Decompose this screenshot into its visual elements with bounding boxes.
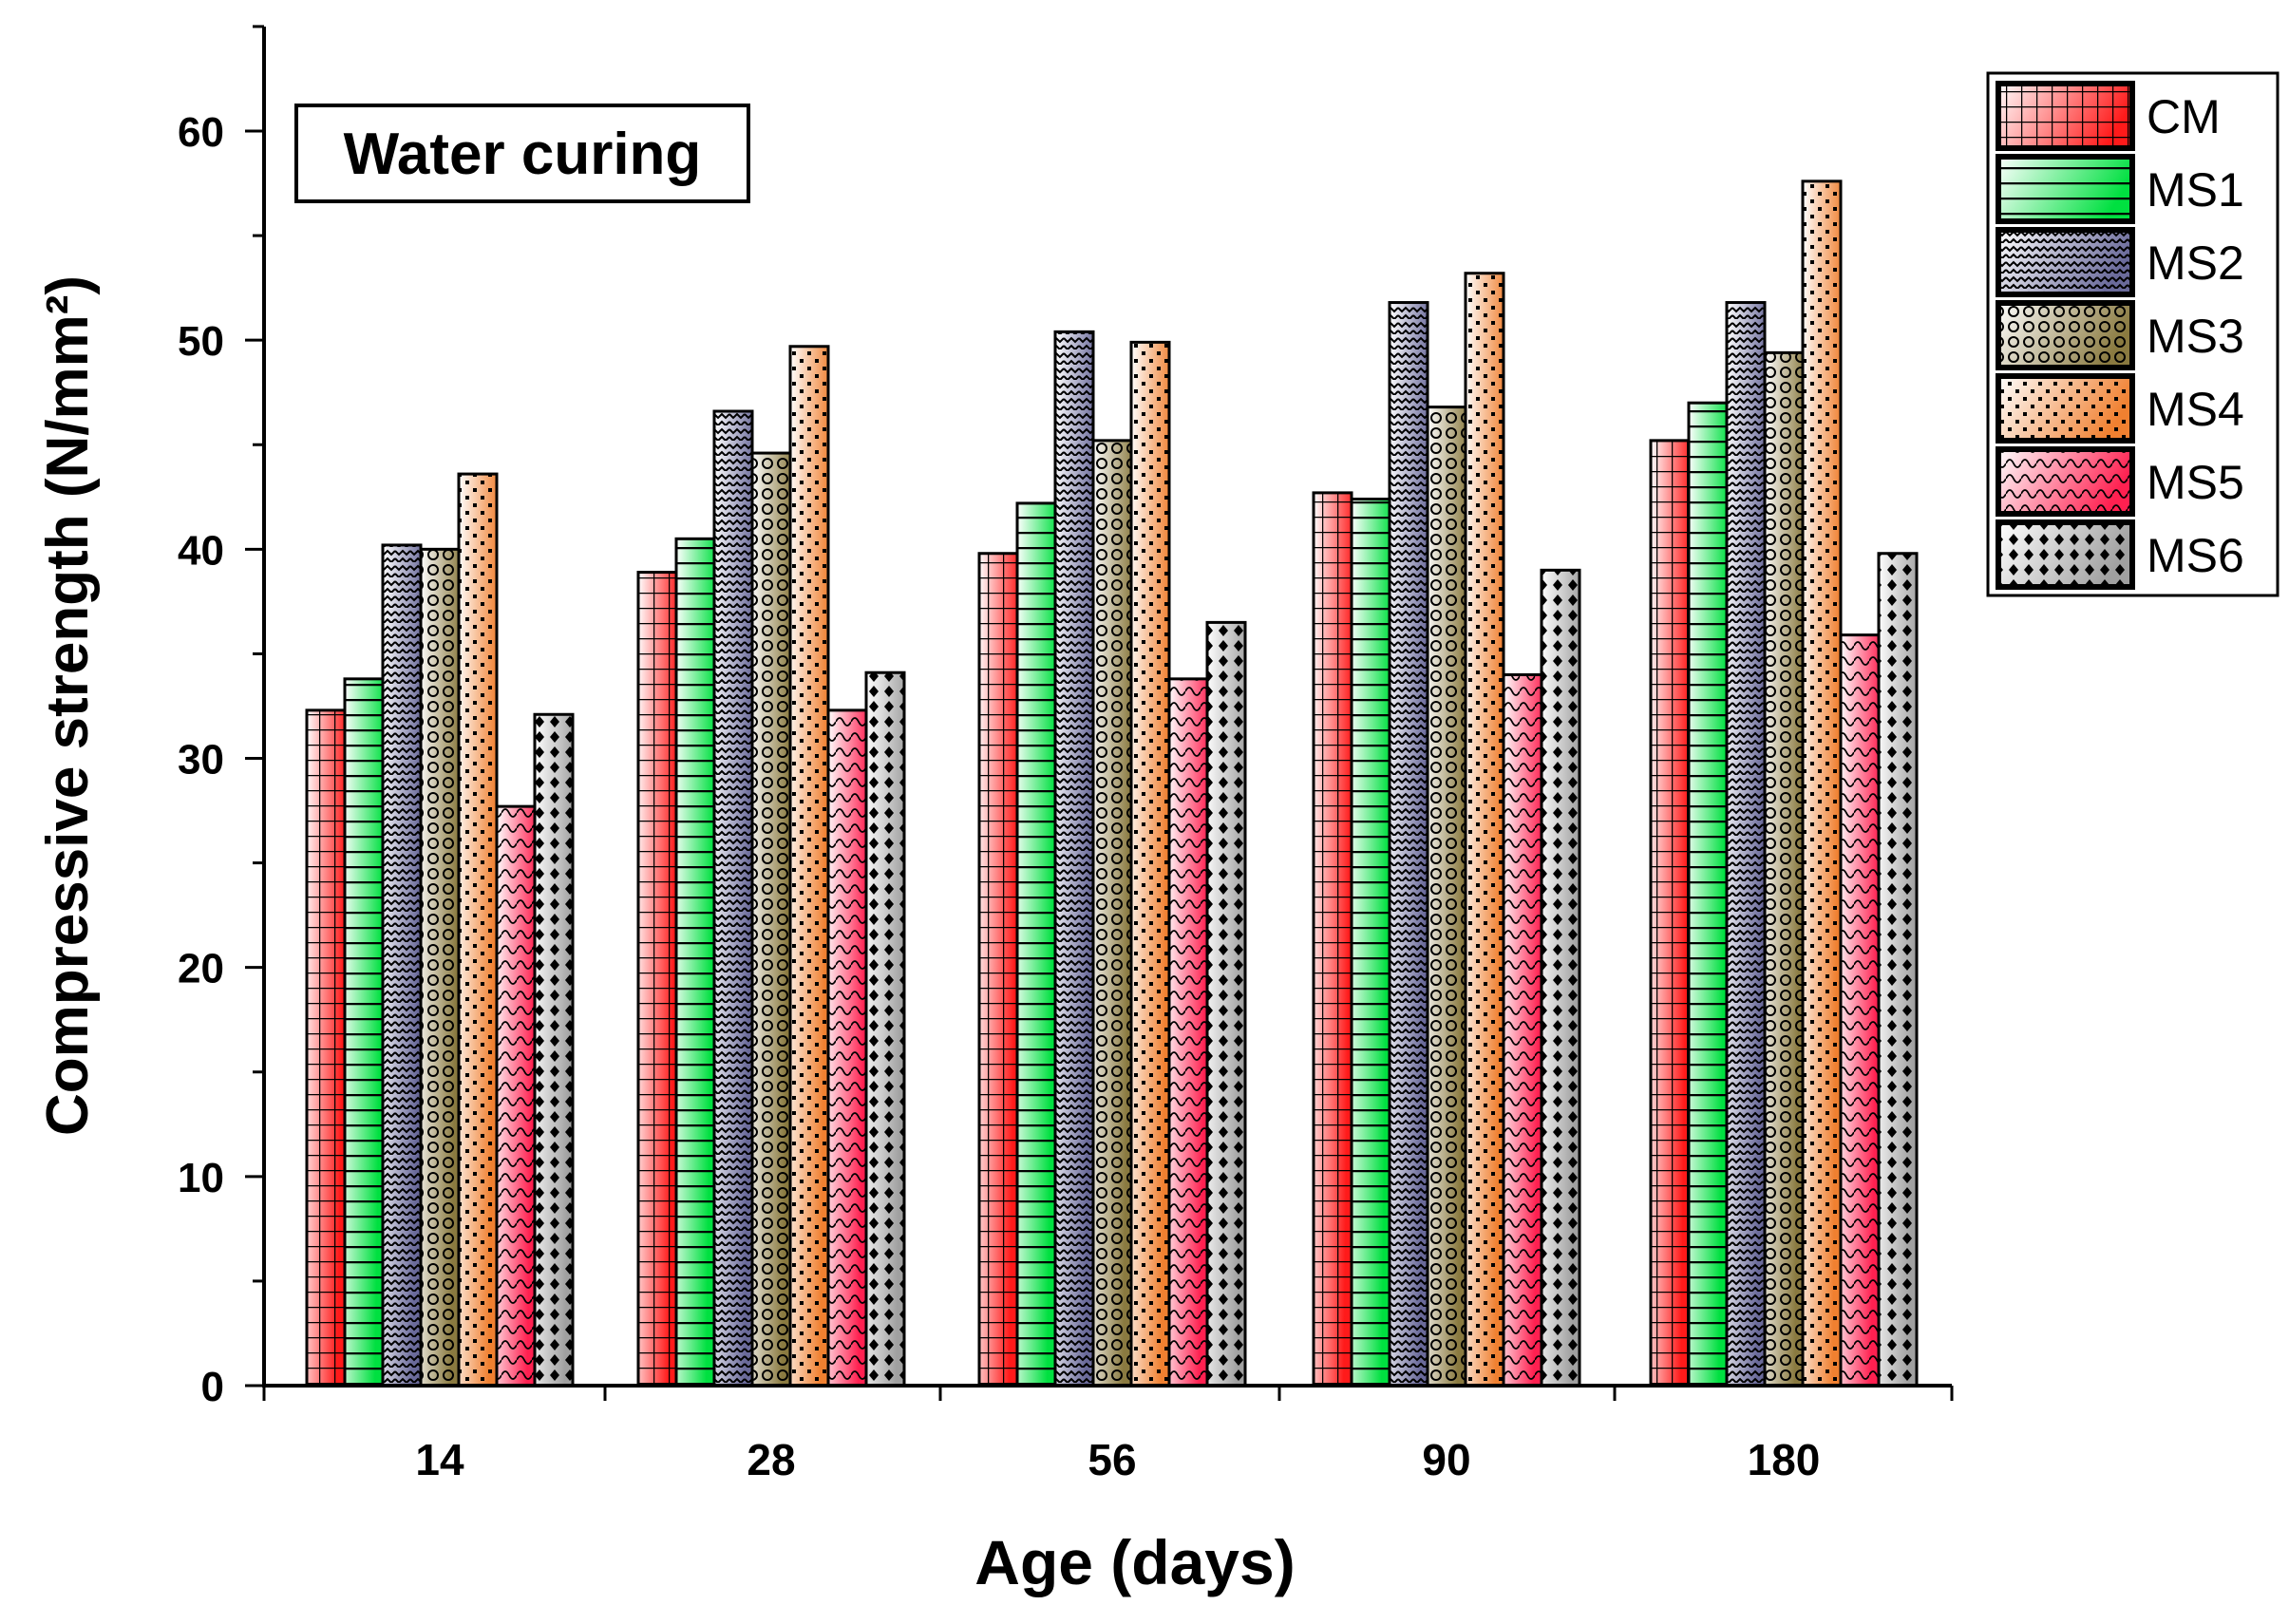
bar-pattern-MS2-28 (712, 409, 754, 1388)
bar-group-28 (636, 345, 906, 1388)
legend-item-MS6: MS6 (1996, 519, 2244, 590)
bar-pattern-MS5-56 (1167, 677, 1209, 1388)
legend-label: MS6 (2147, 529, 2244, 582)
legend-swatch-pattern (1996, 446, 2135, 517)
bar-pattern-CM-28 (636, 571, 678, 1388)
x-tick-label: 90 (1422, 1435, 1470, 1484)
legend-swatch-pattern (1996, 81, 2135, 151)
bar-pattern-MS4-56 (1129, 340, 1171, 1388)
y-tick-label: 0 (201, 1364, 224, 1410)
legend-swatch-pattern (1996, 154, 2135, 224)
legend: CM MS1 MS2 MS3 MS4 MS5 MS6 (1986, 71, 2280, 597)
bar-pattern-MS2-14 (381, 543, 423, 1388)
bar-pattern-CM-14 (305, 708, 347, 1388)
x-tick-label: 180 (1748, 1435, 1821, 1484)
legend-label: MS3 (2147, 310, 2244, 363)
y-ticks: 0 10 20 30 40 50 60 (178, 25, 264, 1410)
y-tick-label: 50 (178, 318, 224, 365)
x-tick-label: 14 (415, 1435, 464, 1484)
legend-label: MS4 (2147, 383, 2244, 436)
bar-pattern-MS3-56 (1091, 439, 1133, 1388)
legend-item-MS4: MS4 (1996, 373, 2244, 444)
bar-pattern-MS3-180 (1763, 350, 1805, 1388)
legend-label: MS5 (2147, 456, 2244, 509)
legend-item-MS3: MS3 (1996, 300, 2244, 370)
bar-pattern-MS6-28 (864, 670, 906, 1388)
bar-group-180 (1649, 179, 1919, 1388)
bar-pattern-MS6-14 (533, 712, 575, 1388)
x-ticks: 14 28 56 90 180 (262, 1386, 1954, 1484)
axes-layer (262, 27, 1952, 1388)
legend-swatch-pattern (1996, 519, 2135, 590)
y-tick-label: 60 (178, 109, 224, 156)
legend-swatch-pattern (1996, 300, 2135, 370)
y-tick-label: 10 (178, 1155, 224, 1201)
legend-item-MS5: MS5 (1996, 446, 2244, 517)
legend-swatch-pattern (1996, 373, 2135, 444)
y-axis-label: Compressive strength (N/mm²) (35, 275, 101, 1136)
bars-layer (305, 179, 1919, 1388)
x-axis-label: Age (days) (974, 1527, 1295, 1597)
legend-label: CM (2147, 90, 2221, 143)
legend-item-MS1: MS1 (1996, 154, 2244, 224)
bar-pattern-CM-90 (1312, 491, 1353, 1388)
x-tick-label: 28 (747, 1435, 795, 1484)
bar-pattern-MS4-90 (1464, 272, 1505, 1388)
bar-pattern-MS5-180 (1839, 633, 1881, 1388)
bar-pattern-MS2-90 (1388, 301, 1429, 1388)
bar-pattern-MS6-90 (1540, 568, 1581, 1388)
x-tick-label: 56 (1088, 1435, 1136, 1484)
y-tick-label: 40 (178, 527, 224, 574)
y-tick-label: 20 (178, 946, 224, 992)
bar-pattern-MS1-90 (1350, 497, 1391, 1388)
bar-pattern-MS1-180 (1687, 401, 1729, 1388)
bar-pattern-MS3-90 (1426, 406, 1467, 1388)
bar-pattern-MS1-56 (1015, 501, 1057, 1388)
bar-pattern-MS6-180 (1877, 552, 1919, 1388)
bar-group-14 (305, 472, 575, 1388)
bar-pattern-CM-56 (977, 552, 1019, 1388)
bar-pattern-MS2-180 (1725, 301, 1767, 1388)
bar-pattern-MS1-14 (343, 677, 385, 1388)
legend-label: MS1 (2147, 163, 2244, 217)
bar-pattern-MS1-28 (674, 537, 716, 1388)
y-tick-label: 30 (178, 737, 224, 784)
bar-pattern-MS4-180 (1801, 179, 1843, 1388)
bar-pattern-MS6-56 (1205, 620, 1247, 1388)
bar-pattern-MS3-28 (750, 451, 792, 1388)
bar-pattern-CM-180 (1649, 439, 1691, 1388)
bar-group-90 (1312, 272, 1581, 1388)
legend-item-CM: CM (1996, 81, 2221, 151)
bar-pattern-MS5-90 (1502, 672, 1543, 1388)
title-box: Water curing (294, 104, 750, 203)
chart-title: Water curing (344, 122, 702, 187)
bar-pattern-MS5-14 (495, 804, 537, 1388)
bar-pattern-MS3-14 (419, 547, 461, 1388)
legend-item-MS2: MS2 (1996, 227, 2244, 297)
legend-label: MS2 (2147, 236, 2244, 290)
legend-swatch-pattern (1996, 227, 2135, 297)
bar-pattern-MS4-14 (457, 472, 499, 1388)
bar-pattern-MS5-28 (826, 708, 868, 1388)
bar-group-56 (977, 330, 1247, 1388)
bar-pattern-MS4-28 (788, 345, 830, 1388)
bar-pattern-MS2-56 (1053, 330, 1095, 1388)
